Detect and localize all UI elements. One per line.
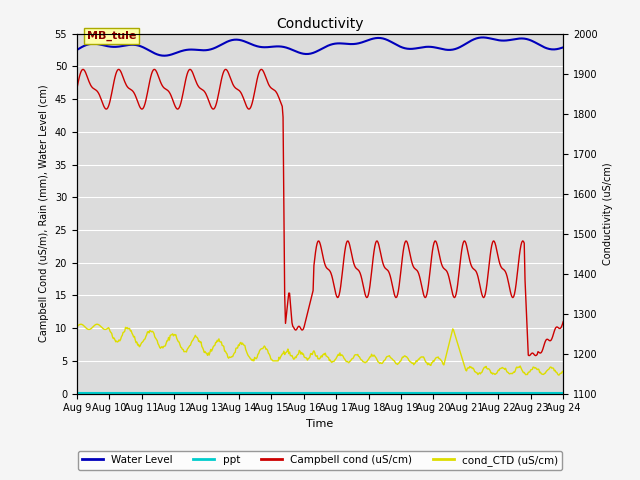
X-axis label: Time: Time	[307, 419, 333, 429]
Title: Conductivity: Conductivity	[276, 17, 364, 31]
Text: MB_tule: MB_tule	[86, 31, 136, 41]
Y-axis label: Campbell Cond (uS/m), Rain (mm), Water Level (cm): Campbell Cond (uS/m), Rain (mm), Water L…	[39, 85, 49, 342]
Y-axis label: Conductivity (uS/cm): Conductivity (uS/cm)	[603, 162, 613, 265]
Legend: Water Level, ppt, Campbell cond (uS/cm), cond_CTD (uS/cm): Water Level, ppt, Campbell cond (uS/cm),…	[77, 451, 563, 470]
